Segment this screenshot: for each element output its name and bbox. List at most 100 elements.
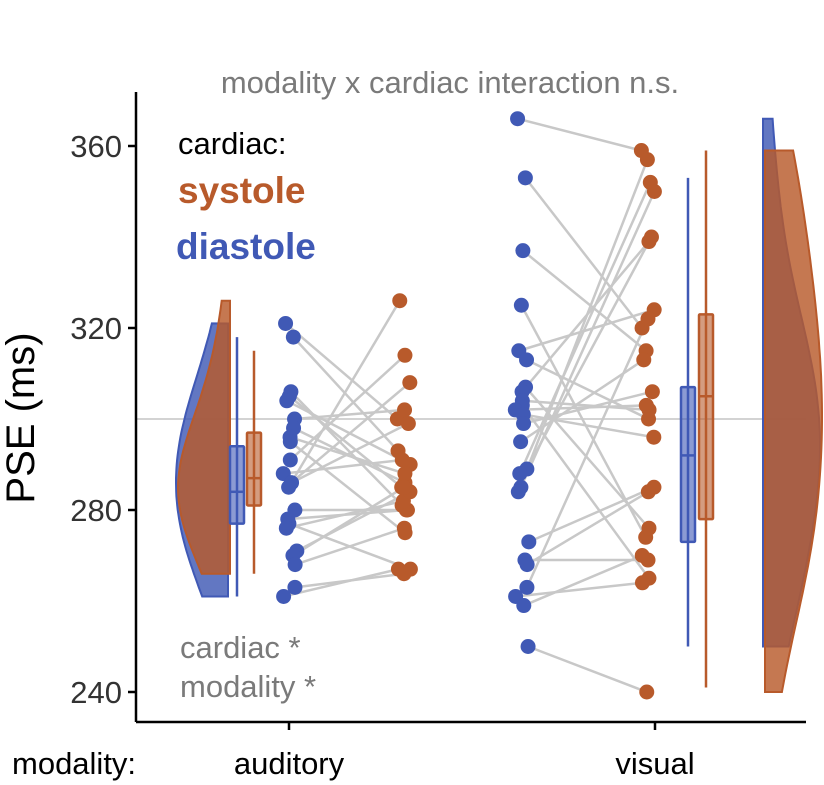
point-auditory-systole (396, 520, 412, 536)
point-auditory-systole (400, 416, 416, 432)
point-visual-diastole (516, 598, 532, 614)
x-axis-prefix: modality: (12, 746, 136, 781)
box-visual-systole (697, 313, 715, 521)
point-auditory-diastole (287, 557, 303, 573)
pair-line-visual (521, 404, 650, 579)
pair-line-auditory (294, 527, 405, 566)
point-auditory-systole (390, 561, 406, 577)
density-visual-systole (764, 149, 823, 693)
x-tick-label-auditory: auditory (234, 746, 345, 781)
y-tick-label-320: 320 (70, 311, 122, 346)
pair-line-visual (528, 486, 655, 543)
pair-line-auditory (292, 336, 399, 452)
point-auditory-systole (394, 452, 410, 468)
point-visual-systole (641, 520, 657, 536)
point-auditory-diastole (287, 579, 303, 595)
point-visual-diastole (520, 639, 536, 654)
pair-line-visual (518, 181, 652, 475)
y-tick-label-360: 360 (70, 129, 122, 164)
point-visual-diastole (512, 466, 528, 482)
point-visual-diastole (513, 434, 529, 450)
pair-line-visual (517, 159, 649, 493)
pair-line-visual (518, 308, 655, 352)
point-visual-systole (639, 152, 655, 168)
point-visual-systole (646, 429, 662, 445)
annotation-cardiac: cardiac * (180, 630, 301, 665)
point-visual-systole (636, 352, 652, 368)
point-auditory-diastole (276, 588, 292, 604)
pair-line-auditory (290, 381, 411, 484)
pair-line-visual (524, 177, 644, 329)
pair-line-visual (523, 554, 643, 607)
point-auditory-diastole (278, 520, 294, 536)
pair-line-auditory (290, 422, 409, 484)
point-visual-systole (638, 397, 654, 413)
y-tick-label-280: 280 (70, 493, 122, 528)
pair-line-visual (515, 581, 643, 598)
pair-line-visual (525, 318, 650, 588)
pair-line-auditory (289, 354, 406, 461)
point-visual-diastole (513, 297, 529, 313)
annotation-modality: modality * (180, 669, 316, 704)
point-auditory-diastole (281, 479, 297, 495)
pair-line-visual (526, 490, 649, 566)
point-visual-diastole (521, 534, 537, 550)
pair-line-visual (519, 190, 656, 488)
pair-line-auditory (283, 567, 399, 598)
pair-line-auditory (290, 390, 403, 507)
pair-line-visual (522, 249, 647, 352)
box-visual-diastole (679, 385, 697, 544)
axes: 240 280 320 360 (70, 92, 806, 730)
point-visual-diastole (515, 243, 531, 259)
point-auditory-diastole (282, 452, 298, 468)
point-visual-systole (640, 311, 656, 327)
point-auditory-systole (397, 466, 413, 482)
point-visual-diastole (519, 557, 535, 573)
point-auditory-diastole (282, 434, 298, 450)
point-visual-diastole (516, 416, 532, 432)
point-visual-systole (640, 484, 656, 500)
point-auditory-systole (396, 479, 412, 495)
pair-line-visual (515, 404, 647, 412)
point-auditory-systole (397, 402, 413, 418)
pair-line-auditory (289, 440, 406, 534)
legend-systole-label: systole (178, 170, 306, 211)
y-tick-label-240: 240 (70, 675, 122, 710)
density-clouds (175, 117, 823, 693)
point-visual-systole (646, 184, 662, 199)
density-auditory-systole (176, 299, 231, 575)
point-visual-systole (639, 684, 655, 700)
point-visual-diastole (510, 111, 526, 127)
point-visual-diastole (519, 579, 535, 595)
pair-line-auditory (287, 300, 401, 488)
point-visual-systole (643, 229, 659, 245)
point-auditory-diastole (278, 315, 294, 331)
pair-line-auditory (294, 408, 405, 421)
x-tick-label-visual: visual (615, 746, 694, 781)
box-auditory-systole (245, 431, 263, 507)
point-visual-systole (634, 548, 650, 563)
point-auditory-diastole (285, 329, 301, 345)
point-auditory-systole (397, 347, 413, 363)
point-visual-systole (644, 384, 660, 400)
box-plots (228, 150, 715, 688)
legend-title: cardiac: (178, 126, 287, 161)
pair-line-visual (522, 399, 650, 412)
point-visual-diastole (519, 352, 535, 368)
pair-line-auditory (292, 486, 405, 557)
point-auditory-diastole (279, 393, 295, 409)
pair-lines (283, 117, 656, 694)
point-auditory-systole (392, 293, 408, 309)
box-auditory-diastole (228, 445, 246, 525)
point-visual-diastole (517, 170, 533, 186)
point-visual-diastole (510, 484, 526, 500)
point-auditory-systole (402, 375, 418, 391)
pair-line-visual (527, 645, 648, 694)
legend-diastole-label: diastole (176, 226, 316, 267)
point-visual-systole (634, 575, 650, 591)
y-axis-label: PSE (ms) (0, 332, 43, 503)
pair-line-auditory (286, 399, 411, 466)
pair-line-auditory (284, 322, 399, 420)
data-points (275, 111, 662, 700)
